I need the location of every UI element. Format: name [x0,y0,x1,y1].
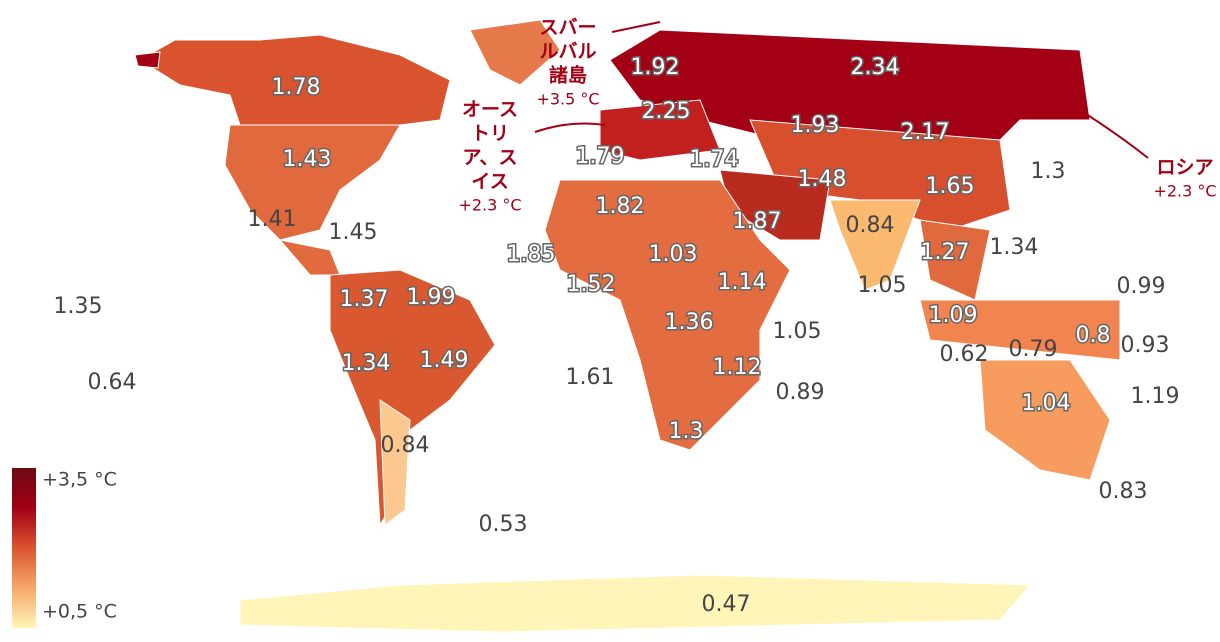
region-value: 1.78 [272,75,321,100]
region-value: 1.48 [798,167,847,192]
annotation-title: オース [462,99,518,121]
region-value: 1.49 [420,348,469,373]
region-value: 0.79 [1009,337,1058,362]
region-value: 1.04 [1022,391,1071,416]
region-value: 1.3 [669,419,704,444]
annotation-title: トリ [471,123,509,145]
annotation-value: +2.3 °C [458,196,521,215]
region-value: 0.84 [846,213,895,238]
region-value: 1.35 [54,294,103,319]
region-value: 1.93 [791,113,840,138]
region-value: 2.17 [901,120,950,145]
region-value: 1.74 [690,147,739,172]
region-value: 0.99 [1117,274,1166,299]
region-value: 0.47 [702,592,751,617]
region-value: 1.65 [926,174,975,199]
region-value: 1.43 [283,147,332,172]
annotation-title: スバー [539,17,596,39]
region-value: 1.27 [921,240,970,265]
region-value: 1.19 [1131,384,1180,409]
region-value: 0.89 [776,380,825,405]
region-value: 0.62 [940,342,989,367]
region-value: 1.03 [649,242,698,267]
region-value: 1.05 [773,319,822,344]
region-value: 1.45 [329,220,378,245]
region-value: 0.8 [1076,323,1111,348]
region-value: 0.53 [479,512,528,537]
region-value: 0.64 [88,370,137,395]
region-value: 1.3 [1031,159,1066,184]
region-value: 1.37 [340,287,389,312]
region-value: 1.12 [713,355,762,380]
annotation-title: イス [471,171,508,193]
region-value: 1.52 [567,272,616,297]
annotation-value: +2.3 °C [1153,182,1216,201]
region-value: 1.36 [665,310,714,335]
land [134,19,1121,633]
region-value: 1.34 [342,351,391,376]
region-value: 0.84 [381,433,430,458]
region-value: 0.93 [1121,333,1170,358]
annotation-title: 諸島 [549,64,587,87]
annotation-title: ルバル [539,41,596,63]
region-value: 2.25 [642,99,691,124]
annotation-value: +3.5 °C [536,90,599,109]
region-value: 0.83 [1099,479,1148,504]
region-value: 1.14 [718,270,767,295]
annotation-title: ア、ス [462,147,517,169]
region-value: 1.61 [566,365,615,390]
legend-label: +0,5 °C [42,601,117,623]
region-value: 1.05 [858,273,907,298]
region-value: 2.34 [851,55,900,80]
region-value: 1.41 [248,207,297,232]
region-value: 1.82 [596,194,645,219]
region-value: 1.34 [990,235,1039,260]
legend-label: +3,5 °C [42,469,117,491]
color-scale [12,468,36,628]
region-value: 1.85 [507,242,556,267]
region-value: 1.79 [576,144,625,169]
region-value: 1.99 [407,285,456,310]
region-value: 1.87 [733,209,782,234]
region-value: 1.09 [929,303,978,328]
annotation-lines [534,21,1149,159]
region-value: 1.92 [631,55,680,80]
annotation-title: ロシア [1156,157,1213,179]
